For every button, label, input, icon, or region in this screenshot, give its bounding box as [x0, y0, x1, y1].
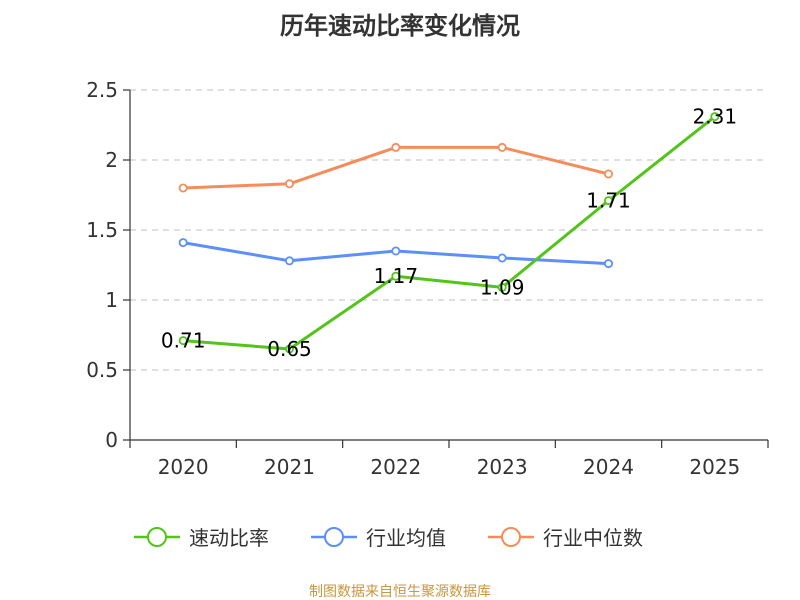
legend-item[interactable]: 速动比率 — [134, 526, 269, 550]
y-tick-label: 2 — [105, 148, 118, 172]
legend-item[interactable]: 行业均值 — [311, 526, 446, 550]
axes: 0 0.5 1 1.5 2 2.5 2020 2021 2022 2023 2024 2025 — [86, 78, 769, 479]
data-point — [497, 142, 507, 152]
legend-circle-icon — [147, 527, 167, 547]
chart-title: 历年速动比率变化情况 — [280, 12, 520, 40]
data-label: 1.09 — [480, 275, 525, 299]
data-point — [391, 246, 401, 256]
data-point — [710, 112, 720, 122]
series-line — [183, 145, 609, 190]
legend-item[interactable]: 行业中位数 — [488, 526, 643, 550]
data-point — [604, 196, 614, 206]
x-tick-label: 2024 — [583, 455, 634, 479]
data-point — [497, 253, 507, 263]
data-point — [391, 271, 401, 281]
x-tick-label: 2022 — [370, 455, 421, 479]
y-tick-label: 2.5 — [86, 78, 118, 102]
data-point — [391, 142, 401, 152]
legend-label: 行业中位数 — [543, 526, 643, 550]
data-point — [497, 282, 507, 292]
data-point — [178, 238, 188, 248]
data-point — [604, 259, 614, 269]
legend-label: 行业均值 — [366, 526, 446, 550]
y-tick-label: 1 — [105, 288, 118, 312]
series-group — [178, 112, 720, 354]
data-label: 0.65 — [267, 337, 312, 361]
legend-circle-icon — [324, 527, 344, 547]
series-line — [183, 115, 716, 351]
x-tick-label: 2021 — [264, 455, 315, 479]
data-point — [178, 183, 188, 193]
data-label: 1.17 — [374, 264, 419, 288]
data-point — [284, 179, 294, 189]
x-tick-label: 2025 — [689, 455, 740, 479]
data-point — [604, 169, 614, 179]
y-tick-label: 1.5 — [86, 218, 118, 242]
legend: 速动比率 行业均值 行业中位数 — [134, 526, 643, 550]
legend-circle-icon — [501, 527, 521, 547]
data-point — [284, 256, 294, 266]
data-label: 0.71 — [161, 329, 206, 353]
source-note: 制图数据来自恒生聚源数据库 — [309, 584, 491, 600]
data-point — [178, 336, 188, 346]
gridlines — [130, 89, 768, 371]
legend-label: 速动比率 — [189, 526, 269, 550]
data-point — [284, 344, 294, 354]
x-tick-label: 2020 — [158, 455, 209, 479]
y-tick-label: 0 — [105, 428, 118, 452]
x-tick-label: 2023 — [477, 455, 528, 479]
data-labels: 0.71 0.65 1.17 1.09 1.71 2.31 — [161, 105, 737, 361]
data-label: 1.71 — [586, 189, 631, 213]
y-tick-label: 0.5 — [86, 358, 118, 382]
data-label: 2.31 — [693, 105, 738, 129]
